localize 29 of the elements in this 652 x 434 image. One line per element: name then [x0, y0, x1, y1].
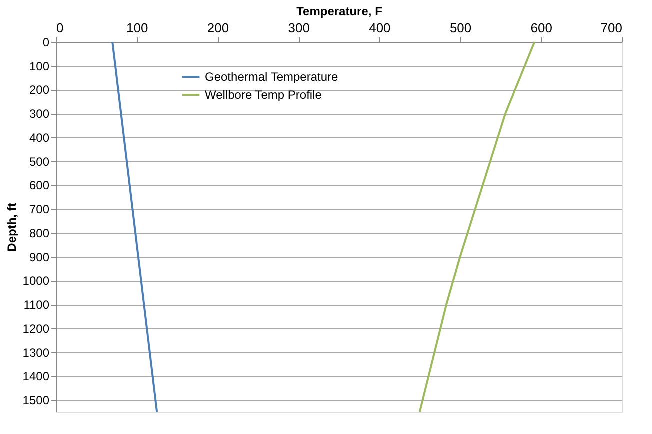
y-axis-title: Depth, ft: [4, 203, 19, 252]
x-tick-label: 600: [530, 20, 552, 36]
y-tick-label: 1400: [22, 370, 50, 384]
x-tick-label: 200: [207, 20, 230, 36]
y-tick-label: 100: [29, 59, 50, 74]
y-tick-label: 1100: [24, 298, 50, 312]
x-tick-label: 700: [600, 20, 622, 36]
y-tick-label: 900: [29, 250, 50, 264]
x-axis-title: Temperature, F: [296, 4, 382, 18]
y-tick-label: 1200: [22, 322, 50, 336]
line-series: [418, 41, 536, 413]
y-tick-label: 300: [29, 107, 50, 122]
x-tick-label: 500: [450, 20, 472, 36]
y-tick-label: 500: [29, 154, 50, 169]
legend-label: Wellbore Temp Profile: [205, 88, 322, 102]
x-tick-label: 300: [288, 20, 310, 36]
y-tick-label: 1500: [22, 394, 50, 408]
y-tick-label: 1000: [22, 274, 50, 288]
y-tick-label: 800: [29, 226, 50, 240]
y-tick-label: 600: [29, 178, 50, 193]
x-tick-label: 400: [369, 20, 391, 36]
y-tick-label: 200: [29, 83, 50, 98]
x-tick-label: 0: [56, 20, 64, 36]
y-tick-label: 400: [29, 130, 50, 145]
legend-label: Geothermal Temperature: [205, 70, 339, 84]
y-tick-label: 700: [29, 202, 50, 217]
x-tick-label: 100: [126, 20, 148, 36]
y-tick-label: 0: [42, 36, 50, 50]
y-tick-label: 1300: [22, 346, 50, 360]
